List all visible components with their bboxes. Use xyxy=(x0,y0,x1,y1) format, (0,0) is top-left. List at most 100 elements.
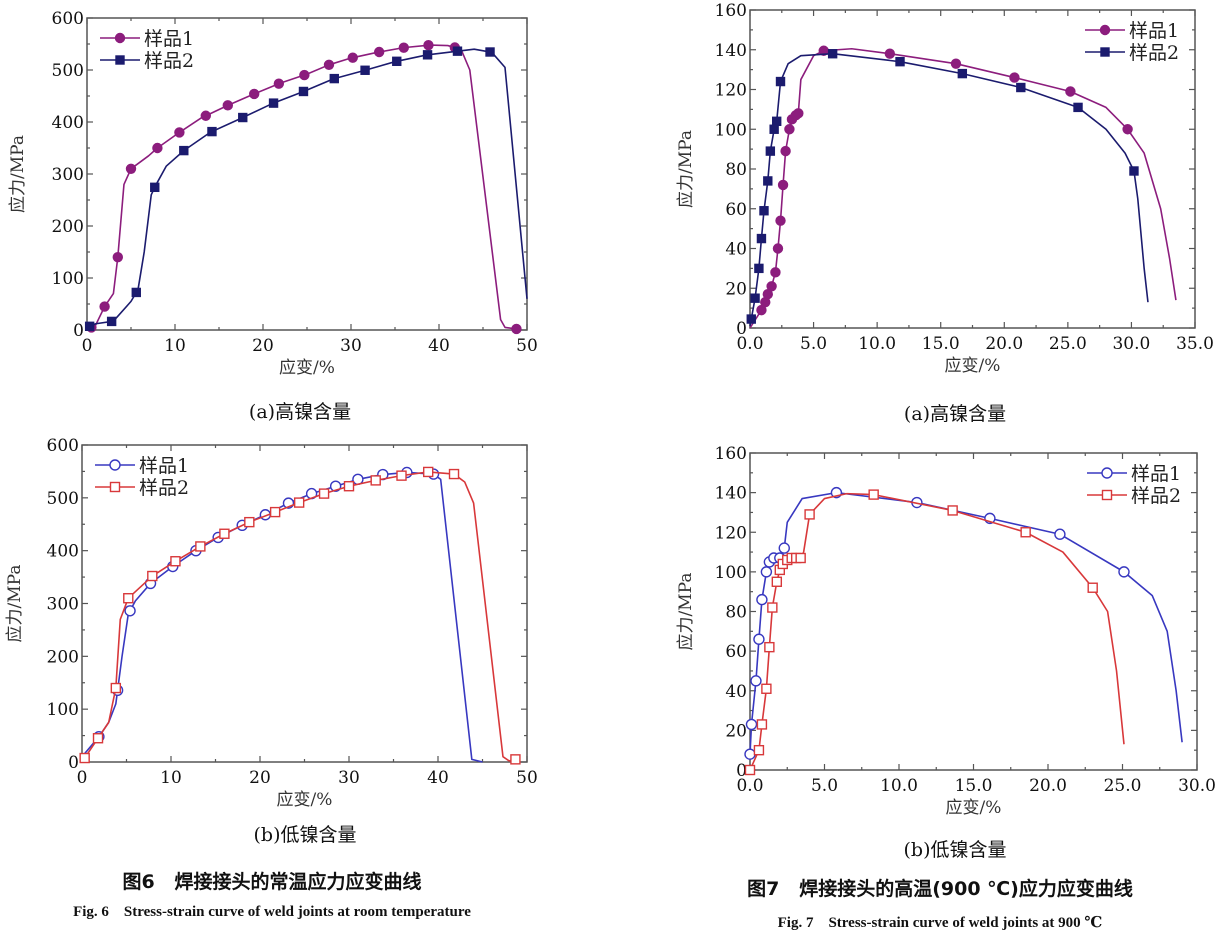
data-point xyxy=(396,470,407,481)
legend-item: 样品1 xyxy=(100,28,194,50)
data-point xyxy=(398,42,409,53)
chart-3: 0.0 5.0 10.0 15.0 20.0 25.0 30.0 0 20 40 60 80 100 12… xyxy=(676,444,1215,818)
data-point xyxy=(756,593,768,606)
y-tick-label: 20 xyxy=(725,279,747,299)
fig6-title-cn: 图6 焊接接头的常温应力应变曲线 xyxy=(122,871,422,893)
legend-item: 样品2 xyxy=(1085,42,1179,64)
data-point xyxy=(452,46,463,56)
data-point xyxy=(795,552,806,564)
data-point xyxy=(947,505,958,516)
x-tick-label: 0 xyxy=(77,768,88,788)
x-tick-label: 30 xyxy=(340,336,362,356)
x-axis-label: 应变/% xyxy=(277,790,333,810)
chart-0: 0 10 20 30 40 500100200300400500600应变/%应力/MPa… xyxy=(8,9,538,378)
data-point xyxy=(273,78,285,89)
x-tick-label: 15.0 xyxy=(955,776,993,796)
x-tick-label: 50 xyxy=(516,336,538,356)
data-point xyxy=(299,69,310,81)
x-tick-label: 15.0 xyxy=(922,334,960,354)
data-point xyxy=(827,49,838,59)
data-point xyxy=(750,675,762,687)
series-line xyxy=(749,492,1125,771)
y-tick-label: 80 xyxy=(725,160,747,180)
legend-marker xyxy=(1099,24,1111,36)
data-point xyxy=(753,633,765,645)
data-point xyxy=(110,682,122,694)
legend-label: 样品2 xyxy=(144,50,194,72)
data-point xyxy=(771,576,783,587)
data-point xyxy=(200,110,212,121)
data-point xyxy=(777,179,789,191)
y-axis-label: 应力/MPa xyxy=(676,130,696,208)
y-tick-label: 160 xyxy=(715,444,747,464)
data-point xyxy=(244,516,255,528)
series-2 xyxy=(84,46,528,332)
y-tick-label: 20 xyxy=(725,721,747,741)
series-1 xyxy=(749,45,1177,329)
data-point xyxy=(170,556,181,567)
data-point xyxy=(99,301,110,312)
y-tick-label: 40 xyxy=(725,240,747,260)
data-point xyxy=(780,145,791,157)
data-point xyxy=(222,100,234,111)
data-point xyxy=(147,570,158,582)
data-point xyxy=(1122,124,1133,135)
series-line xyxy=(749,47,1177,329)
legend-item: 样品2 xyxy=(100,50,194,72)
y-tick-label: 0 xyxy=(68,753,79,773)
data-point xyxy=(753,744,765,756)
y-tick-label: 0 xyxy=(73,321,84,341)
y-tick-label: 400 xyxy=(52,113,84,133)
y-tick-label: 120 xyxy=(715,81,747,101)
data-point xyxy=(767,602,778,613)
data-point xyxy=(1087,582,1098,593)
data-point xyxy=(884,48,896,59)
data-point xyxy=(423,40,434,51)
series-line xyxy=(81,471,483,763)
data-point xyxy=(423,466,434,478)
x-tick-label: 20 xyxy=(249,768,271,788)
data-point xyxy=(760,566,773,578)
x-tick-label: 40 xyxy=(428,336,450,356)
chart-2: 0 10 20 30 40 500100200300400500600应变/%应力/MPa… xyxy=(5,436,538,810)
data-point xyxy=(123,593,134,604)
data-point xyxy=(448,468,460,480)
data-point xyxy=(754,263,764,274)
y-tick-label: 500 xyxy=(52,61,84,81)
x-tick-label: 5.0 xyxy=(800,334,827,354)
data-point xyxy=(772,243,784,254)
y-tick-label: 80 xyxy=(725,603,747,623)
data-point xyxy=(766,281,777,292)
series-1 xyxy=(744,486,1183,760)
data-point xyxy=(1073,102,1083,113)
y-tick-label: 140 xyxy=(715,41,747,61)
data-point xyxy=(1020,527,1031,538)
legend-label: 样品1 xyxy=(1129,20,1179,42)
x-tick-label: 25.0 xyxy=(1049,334,1087,354)
y-tick-label: 200 xyxy=(52,217,84,237)
data-point xyxy=(343,481,355,492)
data-point xyxy=(106,316,117,327)
data-point xyxy=(778,542,790,554)
caption-fig7a: (a)高镍含量 xyxy=(903,403,1007,425)
legend-label: 样品2 xyxy=(1129,42,1179,64)
series-2 xyxy=(744,489,1125,776)
data-point xyxy=(763,176,773,186)
data-point xyxy=(744,748,756,760)
data-point xyxy=(318,488,330,499)
data-point xyxy=(756,233,767,244)
data-point xyxy=(329,73,339,84)
data-point xyxy=(1129,166,1139,176)
data-point xyxy=(1016,82,1026,93)
data-point xyxy=(360,65,370,75)
data-point xyxy=(756,719,768,730)
chart-1: 0.0 5.0 10.0 15.0 20.0 25.0 30.0 35.0 0 20 40 60 80 1… xyxy=(676,1,1214,376)
x-tick-label: 10.0 xyxy=(880,776,918,796)
data-point xyxy=(293,497,305,508)
data-point xyxy=(131,287,141,298)
x-tick-label: 10.0 xyxy=(858,334,896,354)
y-tick-label: 60 xyxy=(725,642,747,662)
legend-marker xyxy=(1100,47,1110,57)
y-tick-label: 100 xyxy=(47,700,79,720)
x-axis-label: 应变/% xyxy=(945,356,1001,376)
